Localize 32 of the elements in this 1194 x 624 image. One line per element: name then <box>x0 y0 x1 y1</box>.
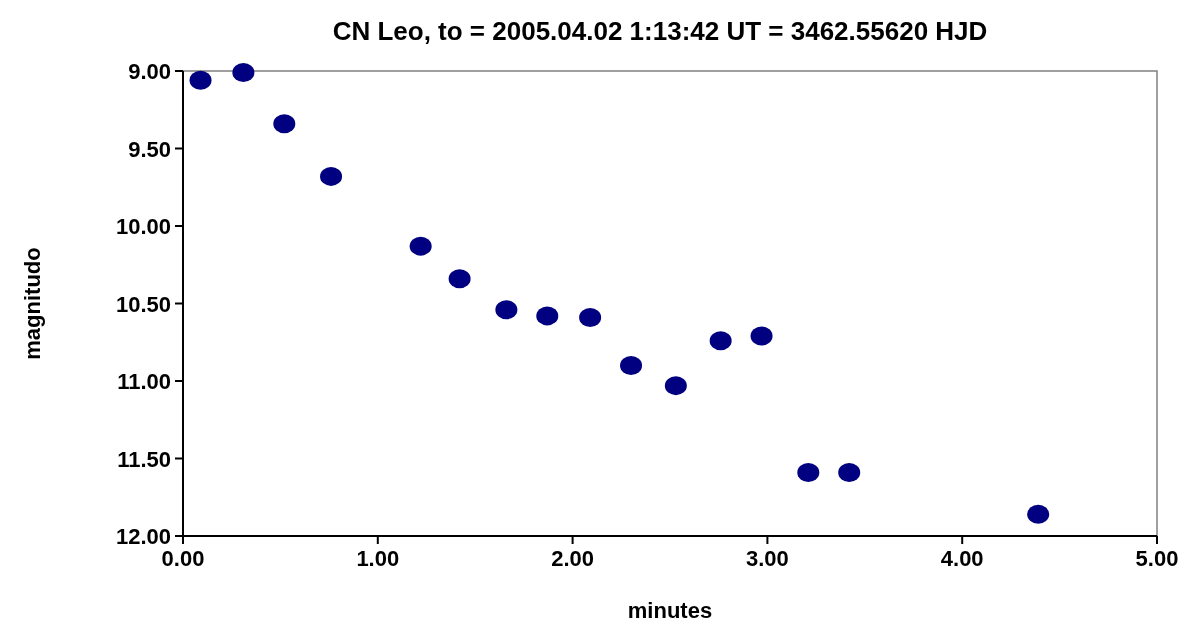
point <box>579 307 602 327</box>
y-tick-label: 10.00 <box>115 214 171 239</box>
x-tick-label: 5.00 <box>1135 546 1179 571</box>
point <box>409 236 432 256</box>
point <box>797 462 820 482</box>
y-tick-label: 9.00 <box>128 59 171 84</box>
point <box>536 306 559 326</box>
y-tick-label: 12.00 <box>115 524 171 549</box>
y-tick-label: 11.00 <box>117 369 171 394</box>
x-tick-label: 0.00 <box>161 546 205 571</box>
point <box>320 166 343 186</box>
point <box>620 356 643 375</box>
x-tick-label: 2.00 <box>551 546 595 571</box>
point <box>1027 504 1050 524</box>
point <box>838 462 861 482</box>
point <box>709 331 732 351</box>
point <box>495 300 518 320</box>
x-tick-label: 4.00 <box>940 546 984 571</box>
x-axis-title: minutes <box>627 598 713 623</box>
x-tick-label: 1.00 <box>356 546 400 571</box>
point <box>232 63 255 83</box>
point <box>189 70 212 90</box>
y-axis-title: magnitudo <box>20 247 45 360</box>
point <box>664 376 687 396</box>
y-tick-label: 10.50 <box>115 291 171 317</box>
point <box>750 326 773 346</box>
y-tick-label: 11.50 <box>117 446 171 472</box>
point <box>273 114 296 134</box>
x-tick-label: 3.00 <box>745 546 789 571</box>
point <box>448 269 471 289</box>
chart-title: CN Leo, to = 2005.04.02 1:13:42 UT = 3462.55620 HJD <box>332 16 988 46</box>
y-tick-label: 9.50 <box>128 136 171 162</box>
